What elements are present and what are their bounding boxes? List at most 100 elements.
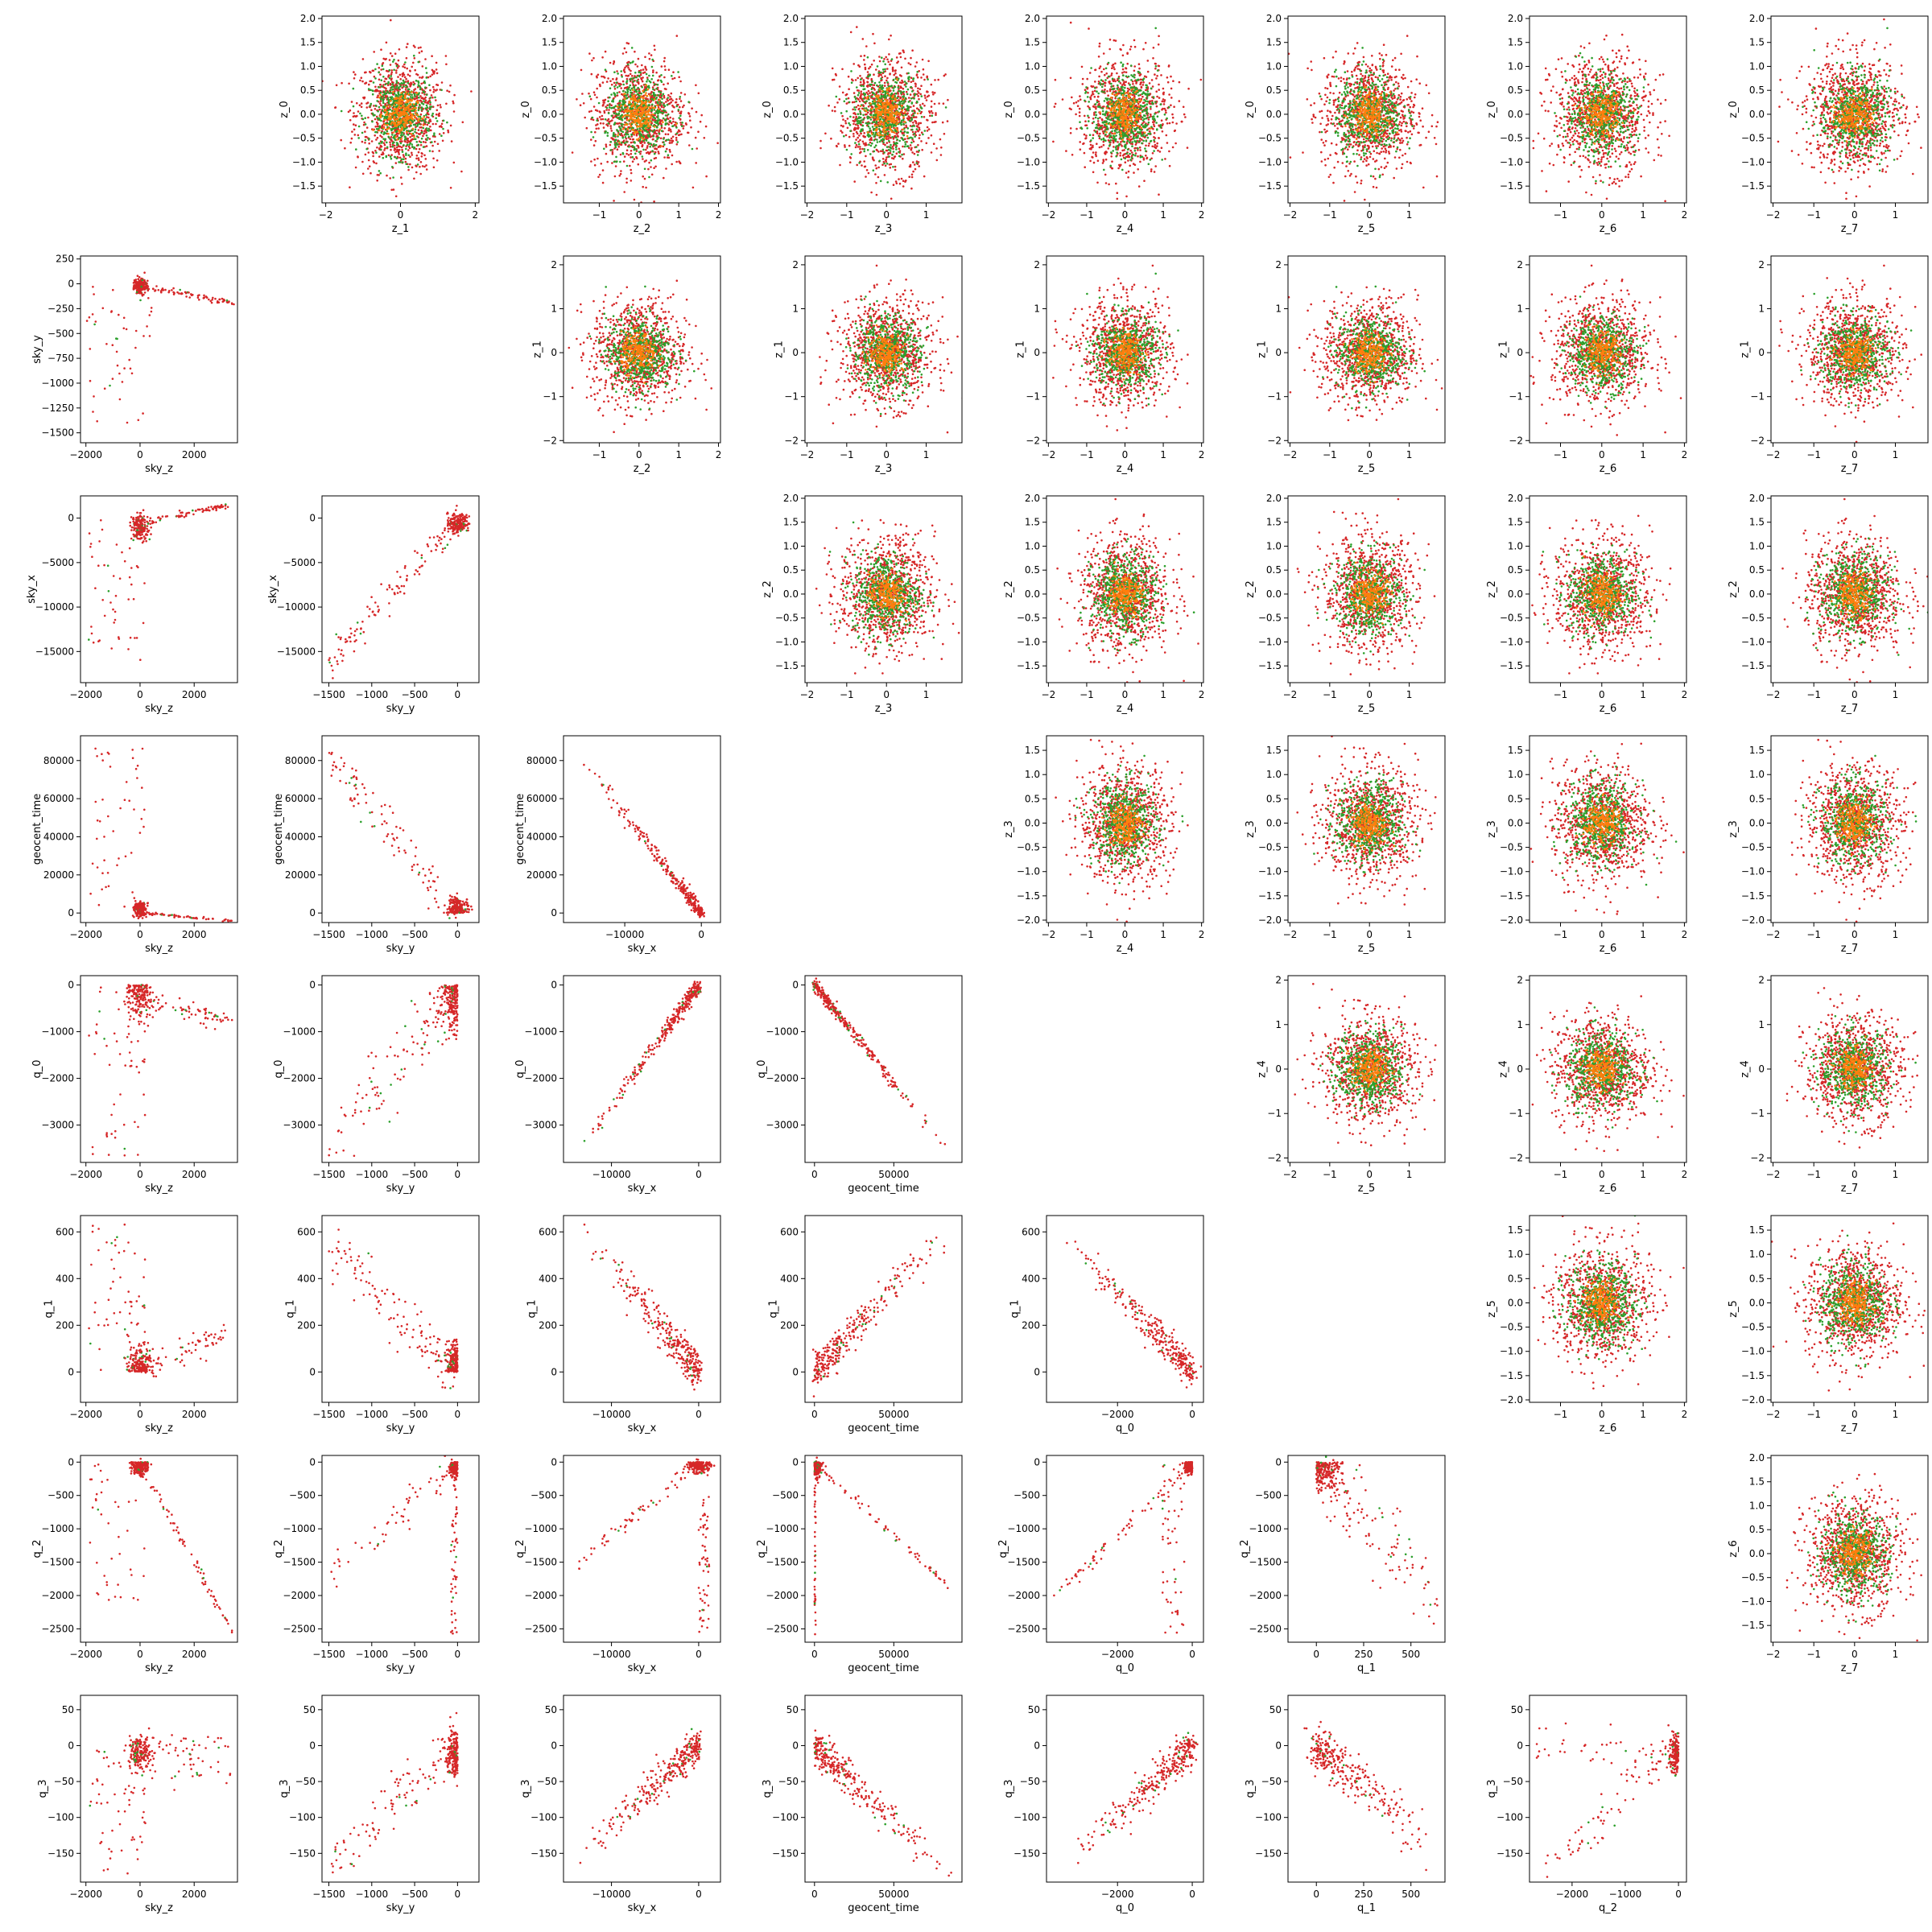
scatter-point — [411, 154, 414, 156]
scatter-point — [406, 122, 409, 125]
scatter-point — [860, 85, 863, 87]
scatter-point — [649, 145, 651, 148]
scatter-point — [614, 109, 617, 111]
scatter-point — [677, 109, 680, 111]
scatter-point — [866, 80, 869, 84]
scatter-point — [630, 87, 634, 90]
scatter-point — [867, 122, 870, 125]
scatter-point — [390, 92, 393, 94]
scatter-point — [873, 108, 875, 111]
scatter-point — [424, 118, 427, 121]
scatter-point — [873, 42, 876, 45]
scatter-point — [859, 147, 861, 151]
scatter-point — [364, 123, 367, 126]
scatter-point — [623, 71, 626, 73]
scatter-point — [636, 93, 639, 96]
scatter-point — [417, 151, 420, 154]
scatter-point — [401, 114, 404, 116]
scatter-point — [367, 88, 370, 90]
scatter-point — [853, 180, 856, 183]
scatter-point — [415, 157, 418, 160]
scatter-point — [875, 182, 877, 184]
scatter-point — [395, 110, 398, 113]
scatter-point — [633, 85, 636, 88]
scatter-point — [400, 131, 402, 134]
scatter-point — [411, 127, 415, 130]
scatter-point — [872, 97, 874, 100]
scatter-point — [678, 117, 680, 119]
scatter-point — [877, 75, 880, 77]
scatter-point — [596, 118, 599, 120]
scatter-point — [386, 141, 388, 144]
scatter-point — [910, 76, 913, 79]
scatter-point — [648, 106, 650, 109]
scatter-point — [654, 114, 656, 117]
scatter-point — [410, 139, 412, 142]
scatter-point — [624, 91, 627, 93]
scatter-point — [379, 148, 382, 151]
scatter-point — [391, 83, 394, 85]
scatter-point — [910, 80, 913, 84]
scatter-point — [633, 115, 635, 118]
scatter-point — [431, 105, 435, 108]
scatter-point — [650, 115, 653, 118]
scatter-point — [654, 165, 657, 168]
scatter-point — [910, 175, 914, 179]
scatter-point — [911, 151, 914, 154]
scatter-point — [926, 130, 929, 132]
scatter-point — [886, 122, 890, 124]
scatter-point — [627, 104, 630, 106]
scatter-point — [867, 109, 869, 112]
scatter-point — [379, 98, 382, 101]
scatter-point — [373, 105, 375, 107]
scatter-point — [394, 148, 397, 151]
scatter-point — [638, 127, 641, 130]
scatter-point — [415, 155, 419, 157]
scatter-point — [387, 154, 390, 157]
scatter-point — [367, 151, 370, 154]
scatter-point — [621, 141, 623, 144]
scatter-point — [440, 126, 443, 129]
scatter-point — [898, 139, 901, 142]
scatter-point — [865, 155, 867, 158]
scatter-point — [917, 95, 919, 97]
scatter-point — [880, 73, 882, 76]
scatter-point — [913, 132, 915, 135]
scatter-point — [645, 186, 647, 189]
scatter-point — [646, 88, 650, 91]
scatter-point — [402, 94, 405, 97]
scatter-point — [861, 107, 864, 110]
scatter-point — [597, 123, 599, 126]
scatter-point — [613, 93, 616, 97]
scatter-point — [424, 99, 427, 102]
scatter-point — [920, 95, 923, 97]
scatter-point — [671, 77, 674, 80]
scatter-point — [906, 127, 910, 130]
scatter-point — [607, 112, 610, 114]
scatter-point — [446, 121, 448, 124]
scatter-point — [353, 71, 355, 73]
y-tick-label: 1.5 — [300, 37, 316, 48]
scatter-point — [667, 154, 670, 156]
scatter-point — [884, 92, 887, 95]
scatter-point — [398, 83, 401, 85]
scatter-point — [620, 143, 623, 146]
scatter-point — [850, 81, 853, 84]
scatter-points — [322, 19, 473, 198]
scatter-point — [613, 60, 616, 64]
scatter-point — [399, 78, 402, 80]
scatter-point — [422, 126, 425, 130]
scatter-point — [417, 109, 420, 112]
scatter-point — [611, 149, 614, 151]
scatter-point — [642, 138, 645, 141]
scatter-point — [920, 76, 923, 79]
scatter-point — [397, 120, 400, 122]
scatter-point — [855, 100, 857, 103]
scatter-point — [927, 60, 930, 63]
scatter-point — [400, 158, 403, 161]
scatter-point — [623, 114, 625, 117]
scatter-point — [369, 105, 372, 107]
scatter-point — [857, 92, 861, 94]
scatter-point — [392, 108, 395, 111]
scatter-point — [865, 109, 868, 113]
